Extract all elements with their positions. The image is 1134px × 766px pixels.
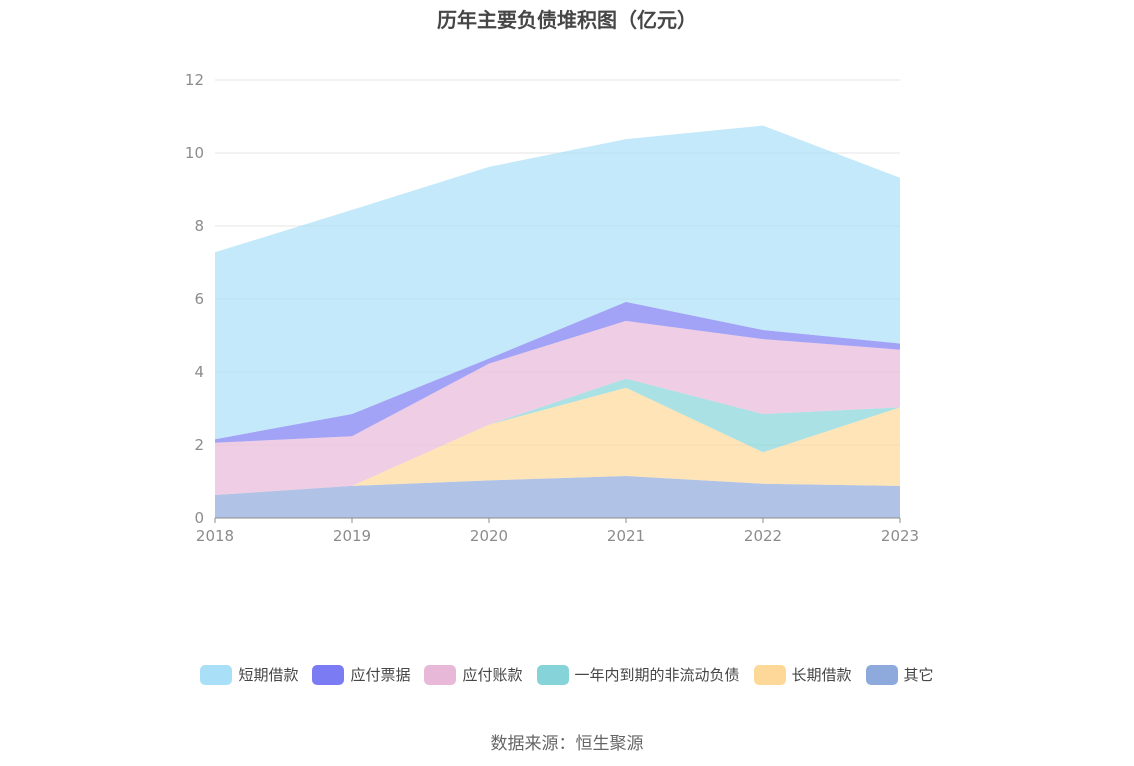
legend-item[interactable]: 应付票据 [312,664,410,685]
legend-swatch [865,664,898,685]
legend-swatch [200,664,233,685]
y-tick-label: 10 [185,144,204,162]
legend: 短期借款 应付票据 应付账款 一年内到期的非流动负债 长期借款 其它 [0,664,1134,685]
legend-item[interactable]: 其它 [865,664,934,685]
area-短期借款[interactable] [215,125,900,440]
axes: 0 2 4 6 8 10 12 2018 2019 2020 2021 2022 2023 [185,71,919,545]
legend-item[interactable]: 短期借款 [200,664,298,685]
legend-item[interactable]: 一年内到期的非流动负债 [536,664,740,685]
area-应付票据[interactable] [215,301,900,443]
y-tick-label: 4 [194,363,204,381]
stacked-area-chart: 0 2 4 6 8 10 12 2018 2019 2020 2021 2022 2023 [185,71,919,545]
area-series [215,125,900,518]
legend-swatch [312,664,345,685]
y-tick-label: 12 [185,71,204,89]
legend-item[interactable]: 应付账款 [424,664,523,685]
legend-item[interactable]: 长期借款 [753,664,852,685]
legend-label: 短期借款 [238,666,299,684]
x-tick-label: 2023 [881,527,919,545]
area-一年内到期的非流动负债[interactable] [215,378,900,495]
legend-swatch [536,664,569,685]
y-tick-label: 6 [194,290,204,308]
legend-label: 长期借款 [791,666,852,684]
legend-swatch [753,664,786,685]
x-tick-label: 2021 [607,527,645,545]
chart-title: 历年主要负债堆积图（亿元） [437,8,697,32]
area-其它[interactable] [215,476,900,518]
data-source: 数据来源：恒生聚源 [490,734,644,754]
legend-label: 应付票据 [350,666,411,684]
x-tick-label: 2022 [744,527,782,545]
x-tick-label: 2018 [196,527,234,545]
legend-label: 一年内到期的非流动负债 [574,666,740,684]
legend-swatch [424,664,457,685]
legend-label: 其它 [903,666,934,684]
area-应付账款[interactable] [215,320,900,495]
y-tick-label: 0 [194,509,204,527]
y-tick-label: 2 [194,436,204,454]
x-tick-label: 2019 [333,527,371,545]
area-长期借款[interactable] [215,387,900,495]
legend-label: 应付账款 [462,666,523,684]
y-tick-label: 8 [194,217,204,235]
x-tick-label: 2020 [470,527,508,545]
